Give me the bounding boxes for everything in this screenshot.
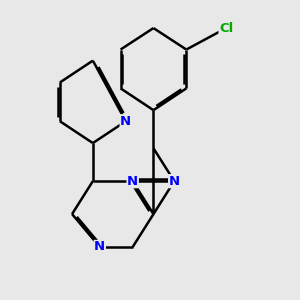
- Text: N: N: [169, 175, 180, 188]
- Text: Cl: Cl: [219, 22, 233, 34]
- Text: N: N: [120, 115, 131, 128]
- Text: N: N: [127, 175, 138, 188]
- Text: N: N: [94, 241, 105, 254]
